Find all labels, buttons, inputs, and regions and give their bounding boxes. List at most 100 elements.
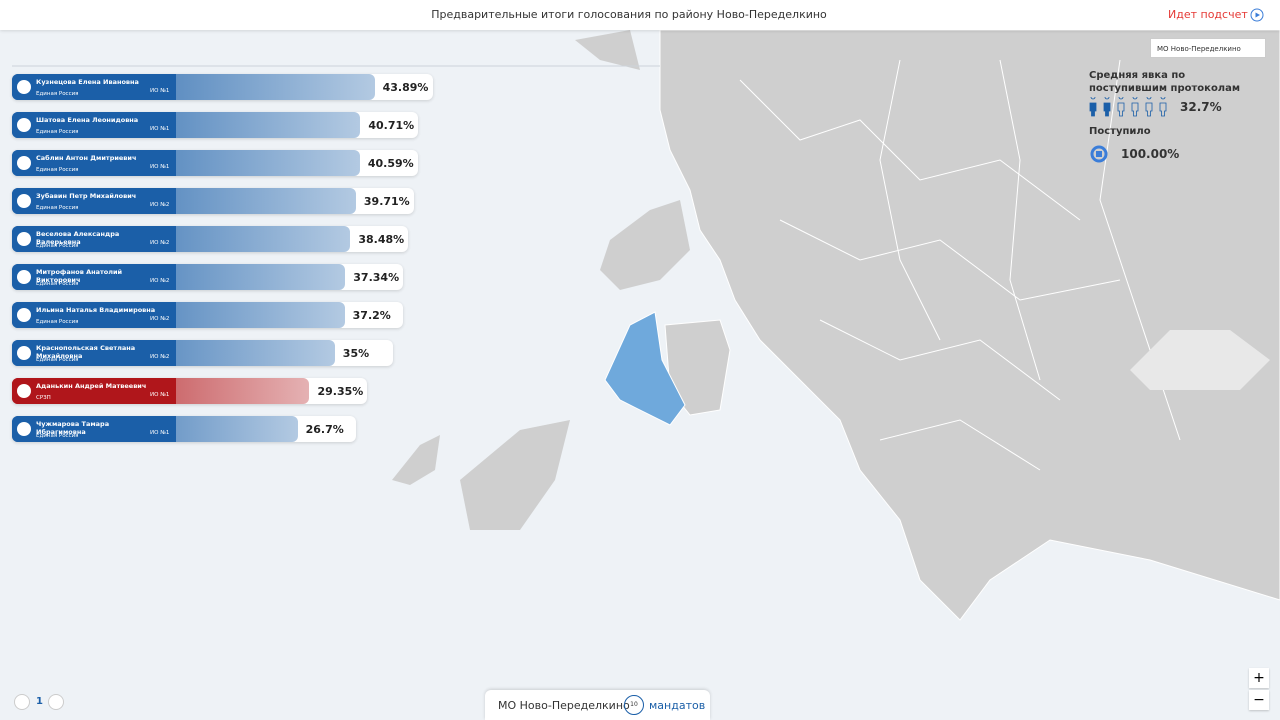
candidate-info: Зубавин Петр Михайлович Единая Россия ИО №…	[12, 188, 176, 214]
candidate-name: Зубавин Петр Михайлович	[36, 192, 137, 200]
candidate-party: СРЗП	[36, 395, 51, 401]
play-button[interactable]	[1250, 8, 1264, 22]
person-outline	[1117, 97, 1125, 117]
turnout-icons	[1089, 97, 1167, 117]
received-value: 100.00%	[1121, 147, 1180, 161]
candidate-percent: 37.2%	[352, 309, 391, 322]
candidate-name: Ильина Наталья Владимировна	[36, 306, 156, 314]
candidate-info: Веселова Александра Валерьевна Единая Рос…	[12, 226, 176, 252]
person-outline	[1145, 97, 1153, 117]
candidate-district: ИО №1	[150, 88, 170, 94]
header-title: Предварительные итоги голосования по рай…	[431, 8, 827, 21]
party-icon	[17, 118, 31, 132]
candidate-percent: 43.89%	[382, 81, 429, 94]
person-fill	[1090, 97, 1096, 116]
person-fill	[1104, 97, 1110, 116]
candidate-district: ИО №2	[150, 202, 170, 208]
next-page[interactable]	[48, 694, 64, 710]
candidate-party: Единая Россия	[36, 91, 79, 97]
party-icon	[17, 232, 31, 246]
candidate-name: Веселова Александра Валерьевна	[36, 230, 120, 246]
district-select[interactable]: МО Ново-Переделкино	[1150, 38, 1266, 58]
zoom-out[interactable]: −	[1249, 690, 1269, 710]
candidate-info: Краснопольская Светлана Михайловна Единая…	[12, 340, 176, 366]
candidate-district: ИО №1	[150, 430, 170, 436]
map-region	[575, 30, 640, 70]
district-highlight	[604, 311, 686, 426]
party-icon	[17, 270, 31, 284]
candidate-name: Краснопольская Светлана Михайловна	[36, 344, 136, 360]
candidate-name: Шатова Елена Леонидовна	[36, 116, 139, 124]
person-fill	[1160, 97, 1166, 116]
turnout-label: Средняя явка по поступившим протоколам	[1089, 70, 1241, 94]
party-icon	[17, 422, 31, 436]
candidate-district: ИО №1	[150, 392, 170, 398]
person-fill	[1146, 97, 1152, 116]
mandates-count: 10	[624, 695, 644, 715]
candidate-info: Митрофанов Анатолий Викторович Единая Рос…	[12, 264, 176, 290]
candidate-percent: 40.71%	[368, 119, 415, 132]
received-icon	[1090, 145, 1108, 163]
candidate-district: ИО №2	[150, 316, 170, 322]
party-icon	[17, 346, 31, 360]
party-icon	[17, 308, 31, 322]
candidate-percent: 37.34%	[353, 271, 400, 284]
candidate-percent: 40.59%	[367, 157, 414, 170]
map-region	[659, 29, 1280, 621]
person-outline	[1159, 97, 1167, 117]
candidate-party: Единая Россия	[36, 433, 79, 439]
received-core	[1096, 151, 1102, 157]
candidate-name: Митрофанов Анатолий Викторович	[36, 268, 123, 284]
mandates-panel: МО Ново-Переделкино 10 мандатов	[485, 690, 710, 720]
zoom-in[interactable]: +	[1249, 668, 1269, 688]
candidate-info: Шатова Елена Леонидовна Единая Россия ИО №…	[12, 112, 176, 138]
mandates-label: мандатов	[649, 699, 706, 712]
person-fill	[1132, 97, 1138, 116]
party-icon	[17, 80, 31, 94]
party-icon	[17, 156, 31, 170]
candidate-name: Кузнецова Елена Ивановна	[36, 78, 139, 86]
received-label: Поступило	[1089, 126, 1151, 137]
candidate-info: Аданькин Андрей Матвеевич СРЗП ИО №1	[12, 378, 176, 404]
status: Идет подсчет	[1168, 8, 1248, 21]
candidate-party: Единая Россия	[36, 167, 79, 173]
candidate-info: Чужмарова Тамара Ибрагимовна Единая Росси…	[12, 416, 176, 442]
person-fill	[1118, 97, 1124, 116]
map-borders	[739, 59, 1181, 471]
candidate-district: ИО №2	[150, 278, 170, 284]
map-region	[460, 420, 570, 530]
candidate-info: Кузнецова Елена Ивановна Единая Россия ИО …	[12, 74, 176, 100]
candidate-percent: 35%	[342, 347, 370, 360]
candidate-party: Единая Россия	[36, 205, 79, 211]
candidate-info: Саблин Антон Дмитриевич Единая Россия ИО №…	[12, 150, 176, 176]
candidate-district: ИО №2	[150, 354, 170, 360]
map-region	[392, 435, 440, 485]
page-number[interactable]: 1	[36, 696, 43, 707]
candidate-district: ИО №1	[150, 126, 170, 132]
candidate-name: Саблин Антон Дмитриевич	[36, 154, 137, 162]
candidate-party: Единая Россия	[36, 319, 79, 325]
map-region	[600, 200, 690, 290]
candidate-info: Ильина Наталья Владимировна Единая Россия…	[12, 302, 176, 328]
candidate-percent: 39.71%	[363, 195, 410, 208]
candidate-percent: 26.7%	[305, 423, 344, 436]
turnout-value: 32.7%	[1180, 100, 1222, 114]
candidate-party: Единая Россия	[36, 357, 79, 363]
person-outline	[1131, 97, 1139, 117]
prev-page[interactable]	[14, 694, 30, 710]
candidate-percent: 29.35%	[317, 385, 364, 398]
candidate-district: ИО №2	[150, 240, 170, 246]
candidate-party: Единая Россия	[36, 129, 79, 135]
map-area	[1130, 330, 1270, 390]
turnout-fill	[1090, 97, 1166, 116]
candidate-party: Единая Россия	[36, 243, 79, 249]
candidate-name: Аданькин Андрей Матвеевич	[36, 382, 147, 390]
candidate-district: ИО №1	[150, 164, 170, 170]
received-arc	[1090, 145, 1108, 163]
candidate-party: Единая Россия	[36, 281, 79, 287]
mandates-district: МО Ново-Переделкино	[498, 699, 630, 712]
candidate-percent: 38.48%	[358, 233, 405, 246]
party-icon	[17, 384, 31, 398]
